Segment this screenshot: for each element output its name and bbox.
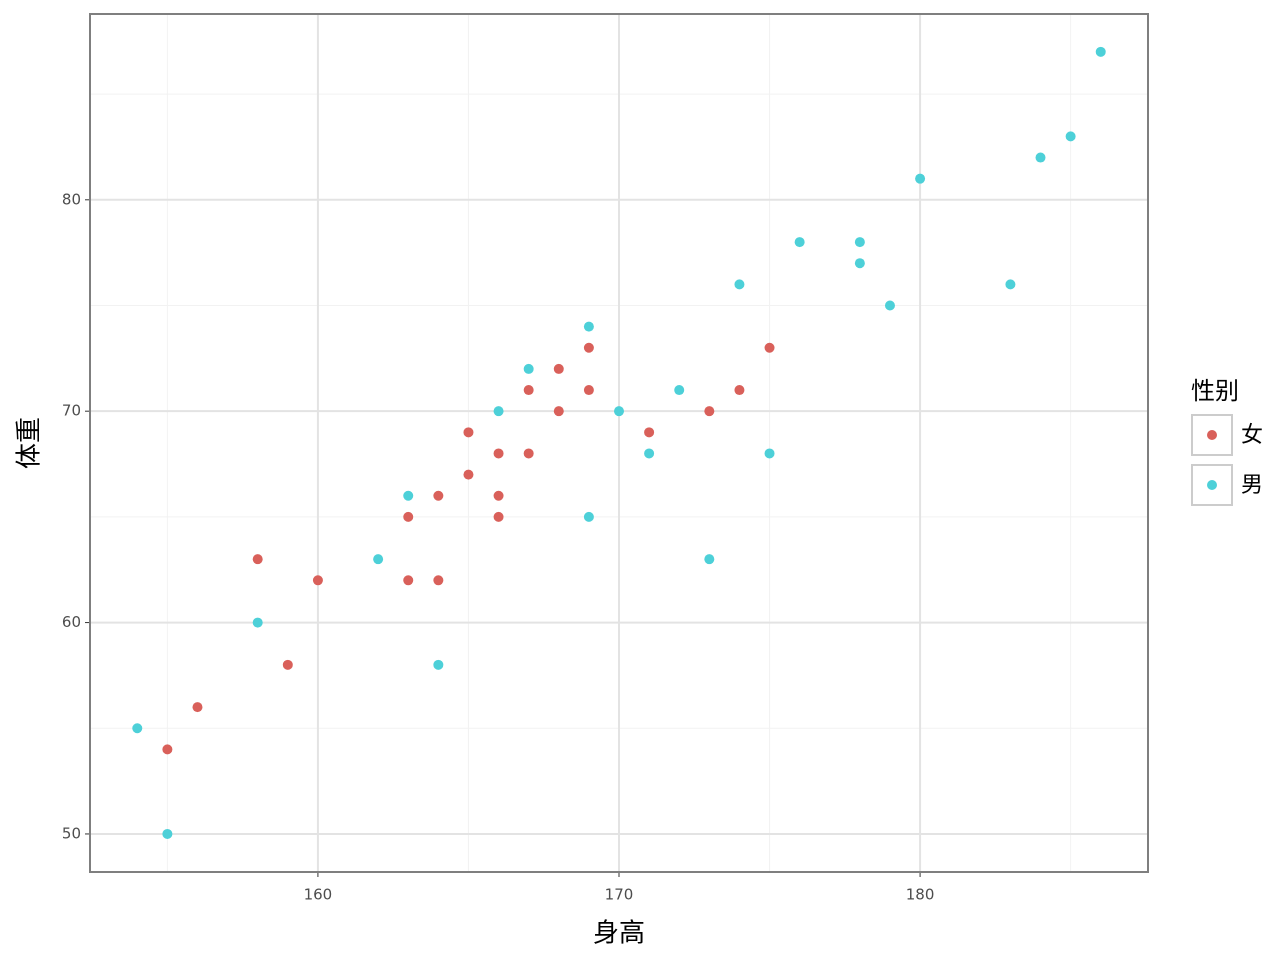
point bbox=[252, 554, 263, 565]
y-axis-title: 体重 bbox=[15, 417, 45, 469]
point bbox=[403, 575, 414, 586]
legend-label: 男 bbox=[1241, 473, 1263, 498]
point bbox=[493, 511, 504, 522]
x-tick-label: 180 bbox=[906, 886, 935, 904]
y-tick-label: 80 bbox=[62, 190, 81, 208]
point bbox=[764, 342, 775, 353]
point bbox=[523, 363, 534, 374]
point bbox=[915, 173, 926, 184]
point bbox=[704, 554, 715, 565]
point bbox=[583, 321, 594, 332]
point bbox=[433, 659, 444, 670]
point bbox=[493, 406, 504, 417]
legend-label: 女 bbox=[1241, 423, 1263, 448]
point bbox=[644, 427, 655, 438]
point bbox=[312, 575, 323, 586]
point bbox=[523, 448, 534, 459]
point bbox=[162, 828, 173, 839]
point bbox=[764, 448, 775, 459]
point bbox=[553, 363, 564, 374]
point bbox=[433, 490, 444, 501]
point bbox=[403, 511, 414, 522]
point bbox=[403, 490, 414, 501]
point bbox=[854, 258, 865, 269]
point bbox=[132, 723, 143, 734]
x-axis-title: 身高 bbox=[593, 919, 645, 949]
point bbox=[252, 617, 263, 628]
y-tick-label: 60 bbox=[62, 613, 81, 631]
point bbox=[493, 448, 504, 459]
point bbox=[553, 406, 564, 417]
point bbox=[493, 490, 504, 501]
point bbox=[884, 300, 895, 311]
point bbox=[854, 237, 865, 248]
point bbox=[282, 659, 293, 670]
panel-border bbox=[89, 13, 1149, 873]
point bbox=[644, 448, 655, 459]
x-tick-label: 170 bbox=[605, 886, 634, 904]
point bbox=[674, 385, 685, 396]
point bbox=[463, 469, 474, 480]
point bbox=[734, 279, 745, 290]
legend-title: 性别 bbox=[1191, 377, 1239, 405]
point bbox=[734, 385, 745, 396]
point bbox=[583, 342, 594, 353]
legend-swatch bbox=[1207, 480, 1217, 490]
point bbox=[192, 702, 203, 713]
point bbox=[583, 385, 594, 396]
point bbox=[463, 427, 474, 438]
point bbox=[162, 744, 173, 755]
point bbox=[704, 406, 715, 417]
point bbox=[433, 575, 444, 586]
point bbox=[373, 554, 384, 565]
point bbox=[1095, 46, 1106, 57]
y-tick-label: 70 bbox=[62, 402, 81, 420]
point bbox=[614, 406, 624, 417]
point bbox=[583, 511, 594, 522]
point bbox=[523, 385, 534, 396]
y-tick-label: 50 bbox=[62, 824, 81, 842]
point bbox=[794, 237, 805, 248]
x-tick-label: 160 bbox=[304, 886, 333, 904]
point bbox=[1035, 152, 1046, 163]
point bbox=[1065, 131, 1076, 142]
point bbox=[1005, 279, 1016, 290]
legend-swatch bbox=[1207, 430, 1217, 440]
